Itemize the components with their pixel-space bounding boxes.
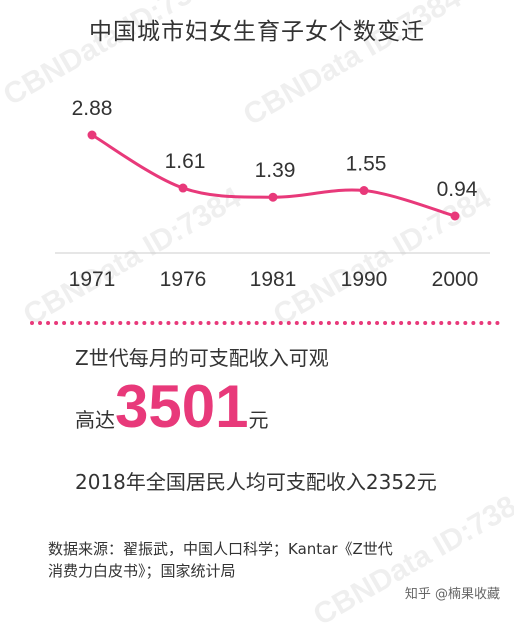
x-tick-label: 2000 bbox=[432, 268, 479, 291]
data-label: 1.39 bbox=[255, 159, 296, 182]
x-tick-label: 1976 bbox=[160, 268, 207, 291]
z-income-text: Z世代每月的可支配收入可观 bbox=[75, 346, 329, 370]
amount-prefix: 高达 bbox=[75, 408, 115, 432]
data-point bbox=[268, 192, 278, 202]
data-source: 数据来源：翟振武，中国人口科学；Kantar《Z世代 消费力白皮书》；国家统计局 bbox=[48, 538, 488, 582]
series-layer bbox=[87, 130, 460, 221]
divider bbox=[30, 321, 500, 325]
chart-title: 中国城市妇女生育子女个数变迁 bbox=[89, 19, 425, 45]
data-label: 1.55 bbox=[346, 153, 387, 176]
data-label: 0.94 bbox=[437, 178, 478, 201]
amount-number: 3501 bbox=[115, 373, 249, 440]
data-point bbox=[450, 211, 460, 221]
tick-layer: 1971 1976 1981 1990 2000 bbox=[69, 268, 479, 291]
amount-suffix: 元 bbox=[248, 408, 269, 432]
data-point bbox=[359, 186, 369, 196]
z-income-amount: 高达3501元 bbox=[75, 372, 268, 442]
source-line-2: 消费力白皮书》；国家统计局 bbox=[48, 562, 236, 580]
line-chart: 2.88 1.61 1.39 1.55 0.94 1971 1976 1981 1990 200… bbox=[55, 97, 490, 291]
national-income-text: 2018年全国居民人均可支配收入2352元 bbox=[75, 470, 437, 494]
source-line-1: 数据来源：翟振武，中国人口科学；Kantar《Z世代 bbox=[48, 540, 393, 558]
data-label: 1.61 bbox=[165, 150, 206, 173]
x-tick-label: 1990 bbox=[341, 268, 388, 291]
label-layer: 2.88 1.61 1.39 1.55 0.94 bbox=[72, 97, 478, 201]
data-point bbox=[178, 183, 188, 193]
zhihu-credit: 知乎 @楠果收藏 bbox=[404, 587, 500, 602]
data-label: 2.88 bbox=[72, 97, 113, 120]
data-point bbox=[87, 130, 97, 140]
x-tick-label: 1981 bbox=[250, 268, 297, 291]
x-tick-label: 1971 bbox=[69, 268, 116, 291]
